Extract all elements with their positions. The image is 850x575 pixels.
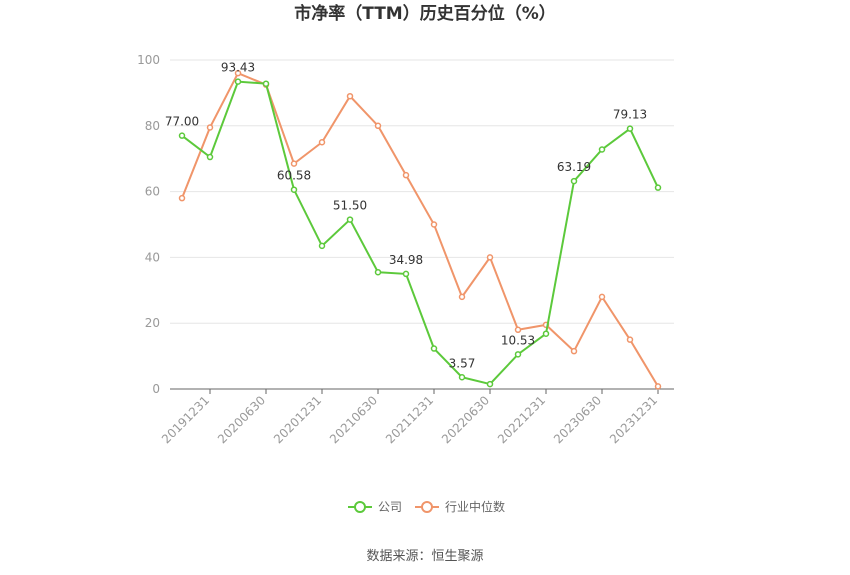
data-label: 51.50 — [333, 199, 367, 213]
series-company — [178, 78, 662, 388]
data-point — [318, 139, 326, 146]
y-tick-label: 20 — [145, 316, 160, 330]
data-point — [234, 78, 242, 85]
data-label: 10.53 — [501, 333, 535, 347]
x-tick-label: 20210630 — [327, 393, 380, 446]
data-point — [542, 330, 550, 337]
data-point — [178, 132, 186, 139]
x-tick-label: 20231231 — [607, 393, 660, 446]
legend-marker — [354, 501, 366, 513]
data-point — [486, 380, 494, 388]
series-layer — [178, 69, 662, 390]
data-point — [570, 347, 578, 355]
data-point — [346, 92, 354, 100]
data-label: 93.43 — [221, 61, 255, 75]
data-point — [626, 125, 634, 132]
data-point — [626, 336, 634, 343]
grid-lines — [170, 59, 674, 324]
x-tick-label: 20220630 — [439, 393, 492, 446]
data-point — [514, 351, 522, 358]
legend-marker — [421, 501, 433, 513]
y-tick-label: 40 — [145, 250, 160, 264]
data-point — [178, 194, 186, 202]
x-tick-label: 20191231 — [159, 393, 212, 446]
series-line — [181, 71, 659, 387]
data-point — [206, 153, 214, 161]
data-point — [290, 160, 298, 167]
data-point — [234, 69, 242, 77]
data-labels: 77.00 93.43 60.58 51.50 34.98 3.57 10.53 63.19 7… — [165, 61, 647, 371]
data-label: 77.00 — [165, 115, 199, 129]
legend-label: 行业中位数 — [445, 499, 505, 514]
data-label: 79.13 — [613, 108, 647, 122]
data-point — [374, 268, 382, 276]
series-line — [181, 80, 659, 386]
y-tick-label: 80 — [145, 119, 160, 133]
x-tick-label: 20201231 — [271, 393, 324, 446]
data-point — [374, 122, 382, 130]
y-tick-label: 100 — [137, 53, 160, 67]
source-note: 数据来源：恒生聚源 — [366, 549, 483, 564]
data-point — [486, 254, 494, 261]
legend-label: 公司 — [378, 500, 402, 514]
x-tick-label: 20211231 — [383, 393, 436, 446]
data-point — [430, 345, 438, 352]
legend-item-industry-median[interactable]: 行业中位数 — [415, 499, 505, 514]
data-point — [654, 184, 662, 191]
data-point — [402, 171, 410, 179]
x-tick-label: 20230630 — [551, 393, 604, 446]
data-point — [598, 293, 606, 301]
data-point — [318, 242, 326, 250]
data-point — [262, 80, 270, 87]
data-point — [346, 216, 354, 223]
x-tick-label: 20221231 — [495, 393, 548, 446]
x-tick-label: 20200630 — [215, 393, 268, 446]
legend[interactable]: 公司 行业中位数 — [348, 499, 505, 514]
series-industry-median — [178, 69, 662, 390]
data-point — [514, 326, 522, 334]
data-label: 3.57 — [449, 356, 476, 370]
data-point — [458, 293, 466, 301]
data-point — [206, 124, 214, 131]
data-point — [654, 383, 662, 390]
data-point — [598, 146, 606, 153]
data-point — [402, 270, 410, 278]
data-label: 34.98 — [389, 253, 423, 267]
data-label: 63.19 — [557, 160, 591, 174]
data-point — [290, 186, 298, 193]
legend-item-company[interactable]: 公司 — [348, 500, 402, 514]
chart-title: 市净率（TTM）历史百分位（%） — [294, 3, 556, 24]
y-axis-ticks: 0 20 40 60 80 100 — [137, 53, 160, 396]
data-point — [570, 177, 578, 185]
x-axis: 20191231 20200630 20201231 20210630 20211231… — [159, 388, 674, 446]
data-point — [458, 374, 466, 381]
y-tick-label: 60 — [145, 185, 160, 199]
data-label: 60.58 — [277, 169, 311, 183]
y-tick-label: 0 — [152, 382, 160, 396]
data-point — [430, 221, 438, 228]
